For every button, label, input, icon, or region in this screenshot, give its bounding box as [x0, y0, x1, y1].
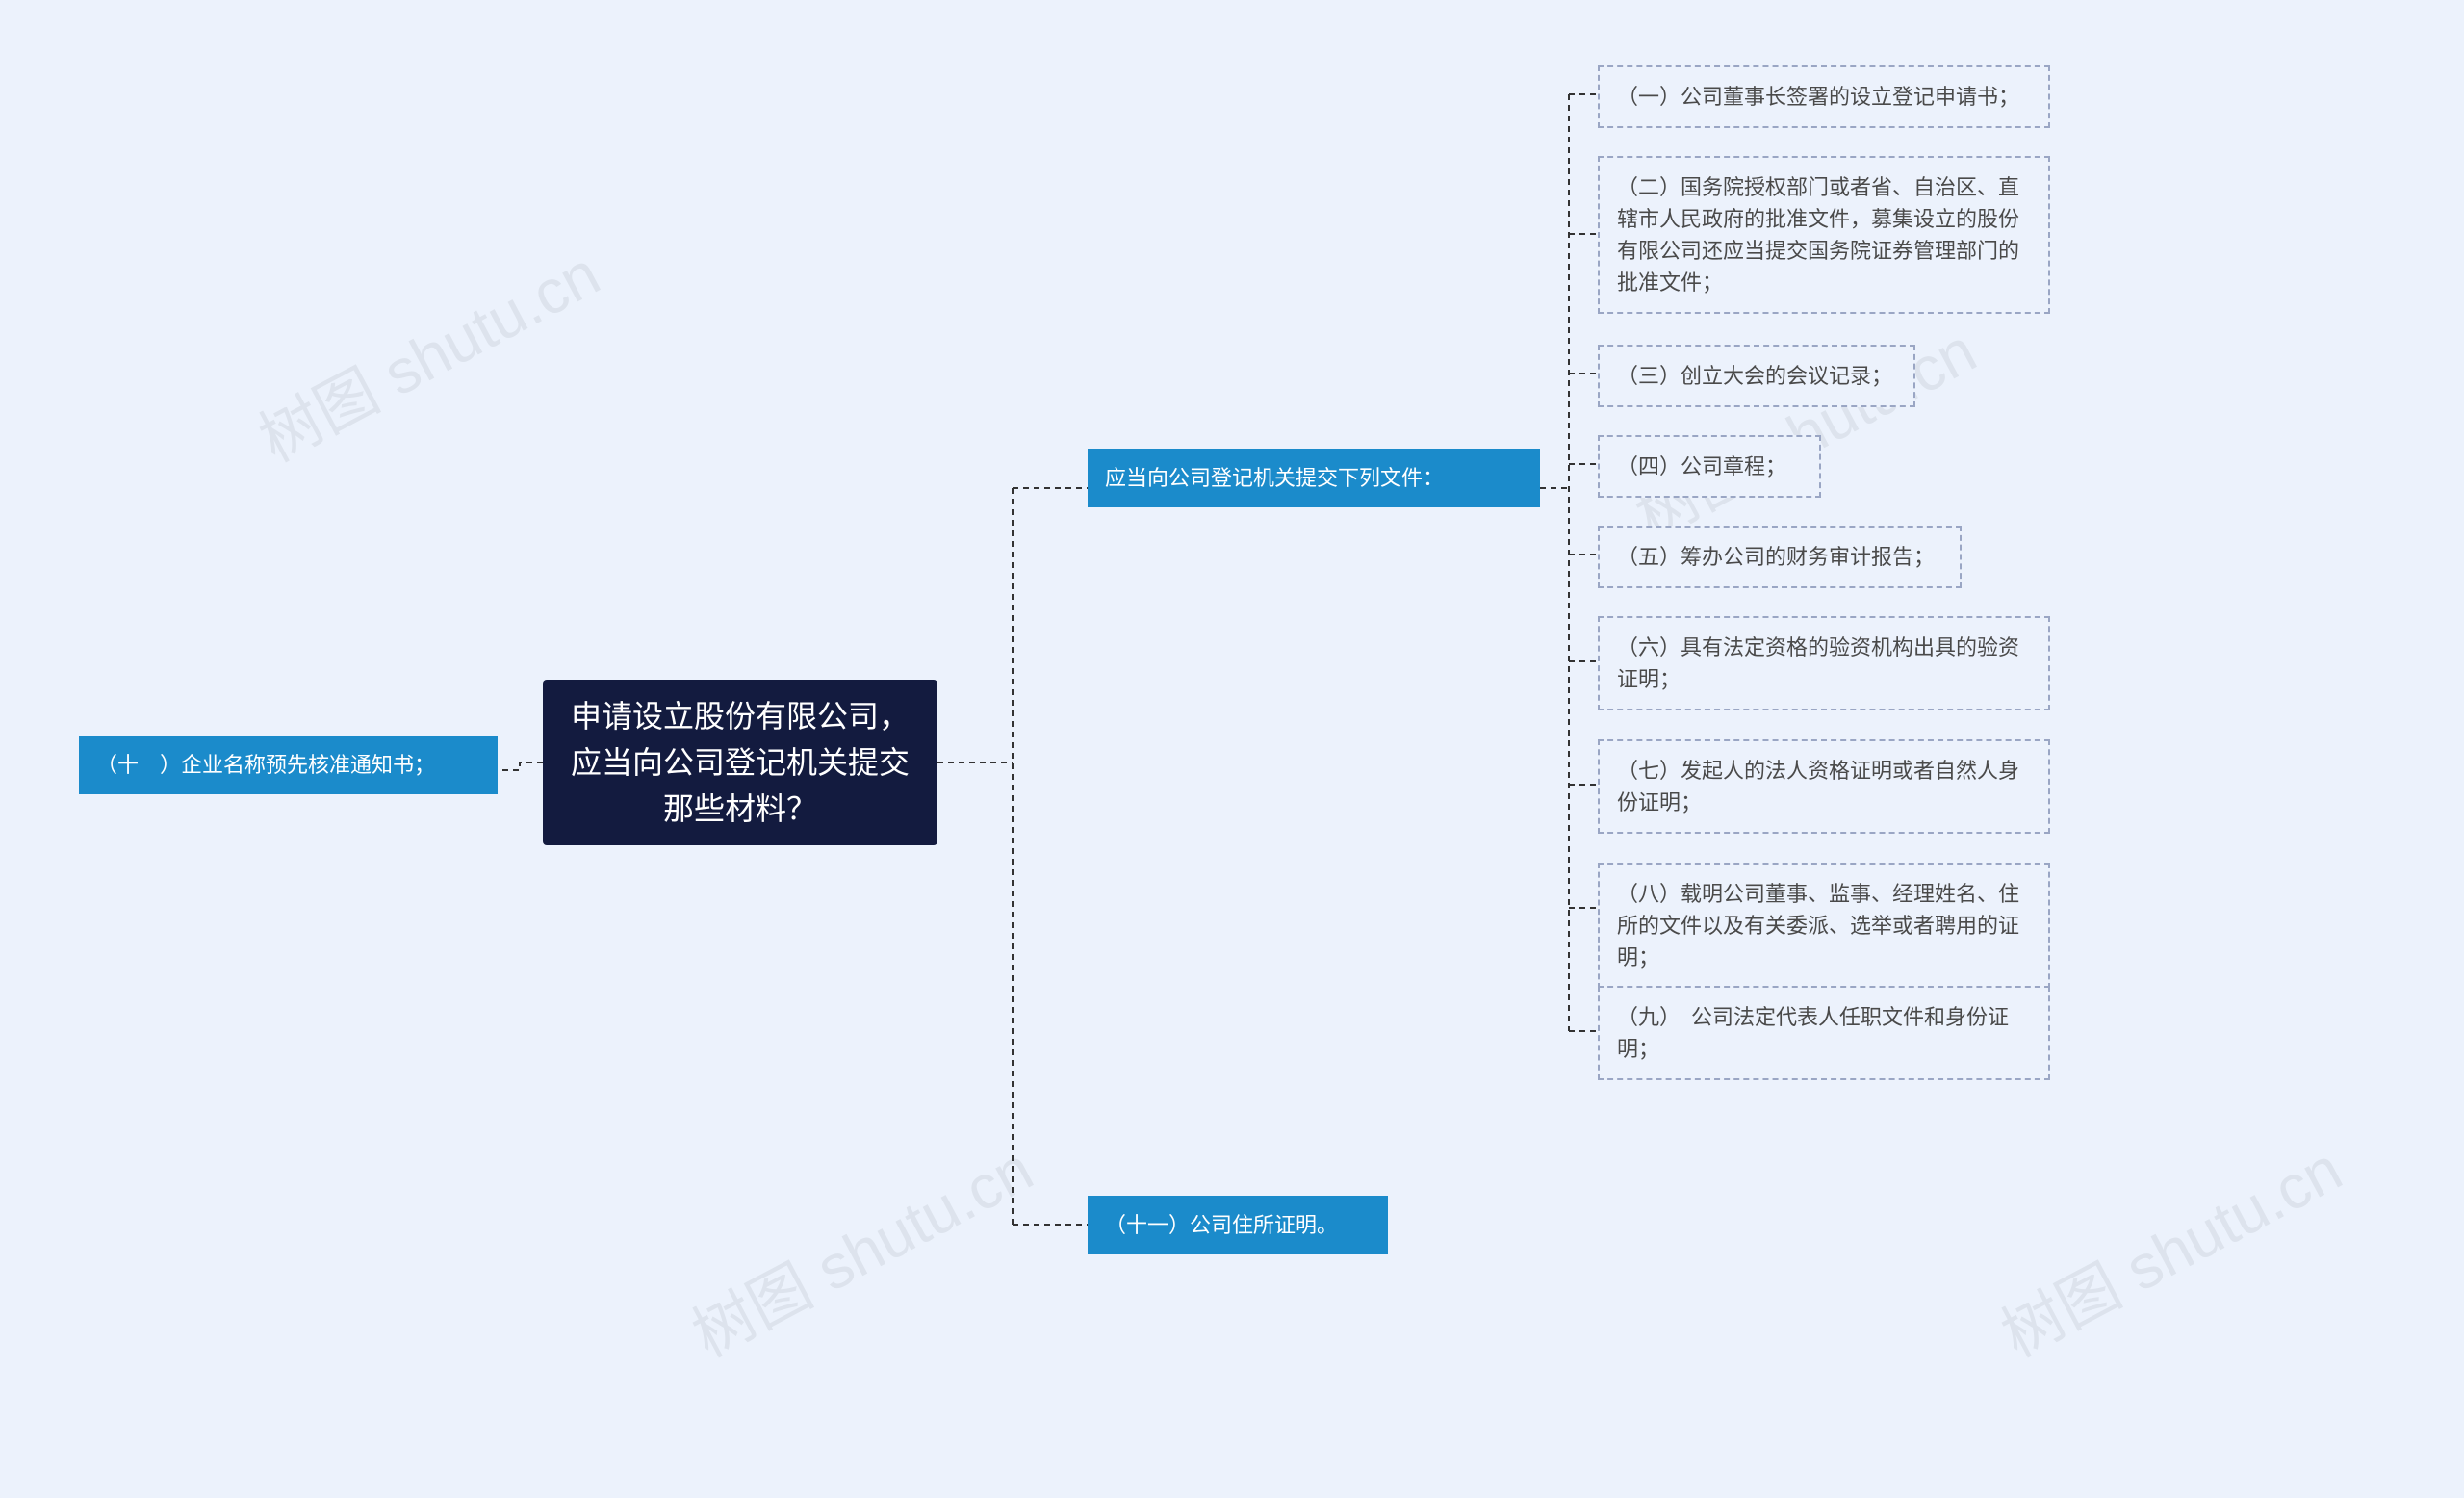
- watermark: 树图 shutu.cn: [675, 1121, 1046, 1374]
- leaf-node: （六）具有法定资格的验资机构出具的验资证明；: [1598, 616, 2050, 710]
- leaf-node: （三）创立大会的会议记录；: [1598, 345, 1915, 407]
- leaf-node: （二）国务院授权部门或者省、自治区、直辖市人民政府的批准文件，募集设立的股份有限…: [1598, 156, 2050, 314]
- leaf-node: （四）公司章程；: [1598, 435, 1821, 498]
- watermark: 树图 shutu.cn: [1984, 1121, 2355, 1374]
- left-branch-node: （十 ）企业名称预先核准通知书；: [79, 736, 498, 794]
- leaf-node: （一）公司董事长签署的设立登记申请书；: [1598, 65, 2050, 128]
- documents-branch-node: 应当向公司登记机关提交下列文件：: [1088, 449, 1540, 507]
- address-branch-node: （十一）公司住所证明。: [1088, 1196, 1388, 1254]
- watermark: 树图 shutu.cn: [242, 225, 613, 478]
- watermark: 树图 shutu.cn: [1618, 302, 1989, 555]
- leaf-node: （九） 公司法定代表人任职文件和身份证明；: [1598, 986, 2050, 1080]
- leaf-node: （八）载明公司董事、监事、经理姓名、住所的文件以及有关委派、选举或者聘用的证明；: [1598, 863, 2050, 989]
- leaf-node: （七）发起人的法人资格证明或者自然人身份证明；: [1598, 739, 2050, 834]
- root-node: 申请设立股份有限公司，应当向公司登记机关提交那些材料？: [543, 680, 937, 845]
- leaf-node: （五）筹办公司的财务审计报告；: [1598, 526, 1962, 588]
